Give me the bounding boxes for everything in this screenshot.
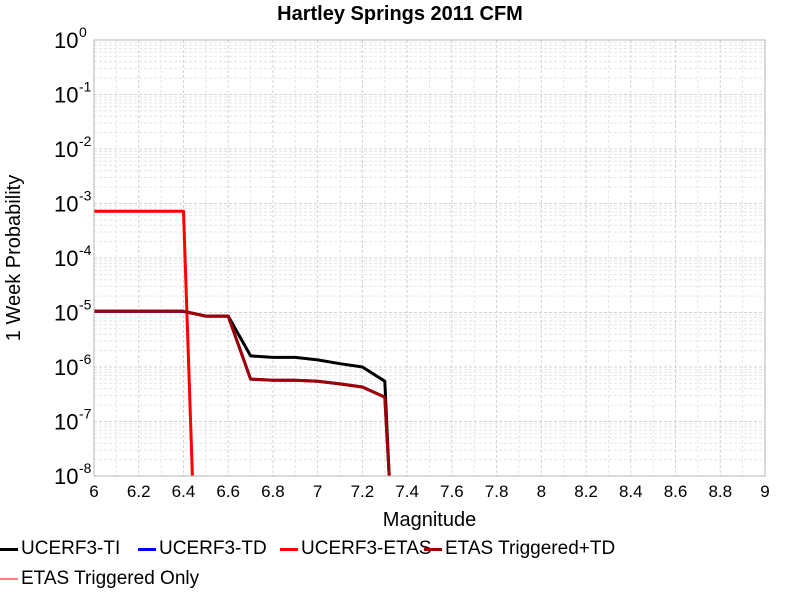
x-tick-label: 9	[760, 482, 769, 501]
legend-label: ETAS Triggered Only	[21, 568, 200, 589]
chart-title: Hartley Springs 2011 CFM	[277, 3, 523, 25]
x-tick-label: 6.6	[216, 482, 240, 501]
y-tick-label: 10	[54, 464, 78, 489]
y-tick-exponent: -4	[79, 242, 92, 258]
legend-item-etas-triggered-only: ETAS Triggered Only	[0, 568, 199, 590]
legend-swatch	[138, 547, 156, 551]
legend-label: UCERF3-ETAS	[301, 538, 432, 559]
y-tick-exponent: -6	[79, 351, 92, 367]
x-tick-label: 8	[537, 482, 546, 501]
legend: UCERF3-TI UCERF3-TD UCERF3-ETAS ETAS Tri…	[0, 538, 800, 600]
y-tick-label: 10	[54, 28, 78, 53]
legend-item-ucerf3-td: UCERF3-TD	[138, 538, 267, 560]
series-lines	[94, 209, 391, 477]
x-tick-label: 7.6	[440, 482, 464, 501]
x-tick-label: 8.2	[574, 482, 598, 501]
y-tick-exponent: -5	[79, 297, 92, 313]
x-tick-label: 7.4	[395, 482, 419, 501]
legend-swatch	[424, 547, 442, 551]
grid-lines	[93, 40, 766, 477]
x-tick-label: 8.8	[708, 482, 732, 501]
y-tick-label: 10	[54, 192, 78, 217]
y-tick-label: 10	[54, 355, 78, 380]
legend-item-ucerf3-ti: UCERF3-TI	[0, 538, 120, 560]
y-tick-label: 10	[54, 301, 78, 326]
x-axis-ticks: 6 6.2 6.4 6.6 6.8 7 7.2 7.4 7.6 7.8 8 8.2 8.4 8.6 8.8 9	[89, 482, 769, 501]
y-tick-exponent: 0	[79, 24, 87, 40]
x-tick-label: 8.6	[664, 482, 688, 501]
y-tick-exponent: -3	[79, 188, 92, 204]
y-tick-exponent: -1	[79, 79, 92, 95]
legend-item-ucerf3-etas: UCERF3-ETAS	[280, 538, 432, 560]
legend-swatch	[0, 578, 18, 580]
legend-item-etas-triggered-td: ETAS Triggered+TD	[424, 538, 615, 560]
legend-label: UCERF3-TD	[159, 538, 267, 559]
y-tick-exponent: -7	[79, 406, 92, 422]
legend-swatch	[280, 547, 298, 551]
x-axis-label: Magnitude	[383, 509, 476, 531]
series-line-etas-triggered-td	[94, 309, 391, 477]
y-tick-label: 10	[54, 246, 78, 271]
x-tick-label: 6	[89, 482, 98, 501]
x-tick-label: 6.4	[172, 482, 196, 501]
x-tick-label: 6.2	[127, 482, 151, 501]
y-tick-label: 10	[54, 83, 78, 108]
y-tick-exponent: -8	[79, 460, 92, 476]
y-tick-label: 10	[54, 410, 78, 435]
chart-canvas: Hartley Springs 2011 CFM 6 6.2 6.4 6.6 6.8 7 7…	[3, 3, 770, 531]
x-tick-label: 7	[313, 482, 322, 501]
x-tick-label: 8.4	[619, 482, 643, 501]
legend-label: UCERF3-TI	[21, 538, 121, 559]
y-tick-exponent: -2	[79, 133, 92, 149]
x-tick-label: 6.8	[261, 482, 285, 501]
y-tick-label: 10	[54, 137, 78, 162]
y-axis-label: 1 Week Probability	[3, 175, 25, 341]
legend-swatch	[0, 547, 18, 551]
x-tick-label: 7.8	[485, 482, 509, 501]
plot-frame	[93, 39, 766, 477]
legend-label: ETAS Triggered+TD	[445, 538, 616, 559]
x-tick-label: 7.2	[351, 482, 375, 501]
series-line-ucerf3-etas	[94, 209, 194, 477]
